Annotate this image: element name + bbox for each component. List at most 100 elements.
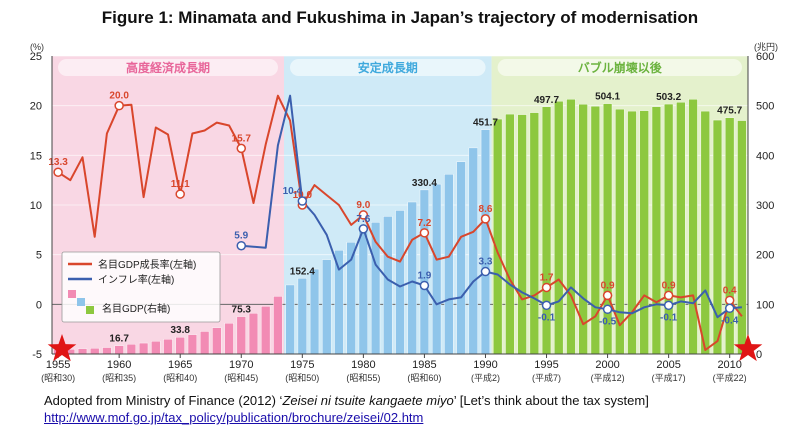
gdp-bar: [407, 201, 417, 355]
gdp-bar: [493, 118, 503, 355]
left-tick-label: 20: [30, 101, 42, 113]
period-header-pill-2: [290, 59, 486, 76]
gdp-bar: [200, 331, 210, 355]
x-tick-era: (昭和30): [41, 373, 75, 383]
gdp-bar-label: 475.7: [717, 106, 742, 117]
period-header-pill-1: [58, 59, 278, 76]
legend: 名目GDP成長率(左軸) インフレ率(左軸) 名目GDP(右軸): [61, 251, 221, 323]
right-tick-label: 0: [756, 349, 762, 361]
left-tick-label: -5: [32, 349, 42, 361]
inflation-label: -0.1: [660, 312, 678, 323]
x-tick-label: 1960: [107, 359, 131, 371]
gdp-growth-line: [57, 94, 743, 351]
gdp-bar-label: 33.8: [170, 325, 190, 336]
legend-box: [61, 251, 221, 323]
gdp-bar: [688, 99, 698, 355]
gdp-growth-point: [724, 295, 735, 306]
star-markers: [47, 334, 763, 362]
legend-swatch-gdp: [77, 298, 85, 306]
x-tick-era: (昭和45): [224, 373, 258, 383]
gdp-bar: [138, 342, 149, 355]
x-tick-label: 1985: [412, 359, 436, 371]
x-tick-label: 1990: [473, 359, 497, 371]
figure-title: Figure 1: Minamata and Fukushima in Japa…: [101, 8, 699, 27]
gdp-growth-label: 20.0: [109, 91, 129, 102]
inflation-point: [419, 280, 430, 291]
x-tick-era: (昭和50): [285, 373, 319, 383]
right-tick-label: 600: [756, 51, 774, 63]
gdp-bar: [676, 101, 686, 355]
inflation-label: -0.4: [721, 315, 739, 326]
gdp-bar: [102, 347, 112, 355]
source-suffix: ’ [Let’s think about the tax system]: [453, 393, 649, 408]
gdp-bar: [224, 323, 234, 355]
legend-swatch-gdp: [86, 306, 94, 314]
x-tick-era: (平成17): [652, 372, 686, 383]
gdp-growth-point: [358, 210, 369, 220]
gdp-growth-label: 15.7: [232, 133, 252, 144]
left-tick-label: 0: [36, 299, 42, 311]
gdp-growth-point: [541, 282, 552, 293]
line-series: [57, 94, 743, 351]
gdp-growth-label: 0.4: [723, 285, 737, 296]
left-tick-label: 10: [30, 200, 42, 212]
gdp-growth-point: [480, 214, 491, 224]
gdp-growth-label: 0.9: [662, 280, 676, 291]
gdp-growth-label: 10.0: [293, 190, 313, 201]
period-header-pill-3: [497, 59, 742, 76]
right-tick-label: 100: [756, 299, 774, 311]
left-tick-label: 15: [30, 150, 42, 162]
gdp-bar: [175, 337, 185, 355]
gdp-bar: [126, 344, 136, 355]
legend-swatch-gdp: [68, 290, 76, 298]
legend-label-inflation: インフレ率(左軸): [98, 273, 174, 286]
gdp-growth-label: 11.1: [171, 179, 190, 190]
gdp-bar: [248, 313, 259, 355]
x-tick-label: 2000: [595, 359, 619, 371]
period-label: 高度経済成長期: [126, 60, 210, 75]
inflation-point: [297, 196, 308, 206]
gdp-growth-label: 7.2: [417, 218, 431, 229]
gdp-bar: [236, 316, 246, 355]
gdp-bar: [456, 161, 466, 355]
source-prefix: Adopted from Ministry of Finance (2012) …: [44, 393, 283, 408]
gdp-bar: [114, 345, 124, 355]
right-tick-label: 500: [756, 101, 774, 113]
inflation-point: [480, 266, 491, 277]
gdp-bar: [285, 284, 295, 355]
x-tick-label: 1995: [534, 359, 558, 371]
gdp-bar: [297, 278, 307, 355]
source-title: Zeisei ni tsuite kangaete miyo: [282, 393, 454, 408]
inflation-point: [541, 300, 552, 311]
chart: 高度経済成長期 安定成長期 バブル崩壊以後 13.3 20.0 11.1 15.7 10.0…: [30, 42, 778, 383]
left-tick-label: 5: [36, 250, 42, 262]
gdp-growth-point: [663, 290, 674, 301]
inflation-label: -0.1: [538, 312, 556, 323]
gdp-bar: [383, 216, 393, 355]
x-tick-era: (昭和55): [346, 373, 380, 383]
gdp-bar: [517, 114, 527, 355]
gdp-bar: [322, 259, 332, 355]
period-label: バブル崩壊以後: [578, 60, 663, 75]
gdp-growth-point: [602, 290, 613, 301]
gdp-bar: [639, 110, 649, 355]
legend-label-gdp-growth: 名目GDP成長率(左軸): [98, 258, 196, 271]
gdp-bar: [432, 183, 442, 355]
gdp-bar: [90, 348, 100, 355]
axes: (%) (兆円) -5 0 5 10 15 20 25 0 100 200 300 400 500 600 19…: [30, 42, 778, 383]
gdp-growth-label: 13.3: [48, 157, 68, 168]
star-marker: [733, 334, 763, 362]
x-tick-label: 1955: [46, 359, 70, 371]
gdp-bar: [273, 296, 283, 355]
gdp-growth-point: [53, 167, 63, 177]
gdp-growth-point: [175, 189, 185, 199]
x-tick-era: (平成12): [591, 372, 625, 383]
right-tick-label: 300: [756, 200, 774, 212]
gdp-growth-label: 1.7: [540, 272, 554, 283]
legend-label-gdp: 名目GDP(右軸): [102, 302, 170, 315]
inflation-line: [241, 94, 742, 319]
source-link[interactable]: http://www.mof.go.jp/tax_policy/publicat…: [44, 410, 424, 425]
gdp-bar: [468, 147, 478, 355]
inflation-label: 10.4: [283, 186, 303, 197]
inflation-point: [236, 240, 247, 251]
